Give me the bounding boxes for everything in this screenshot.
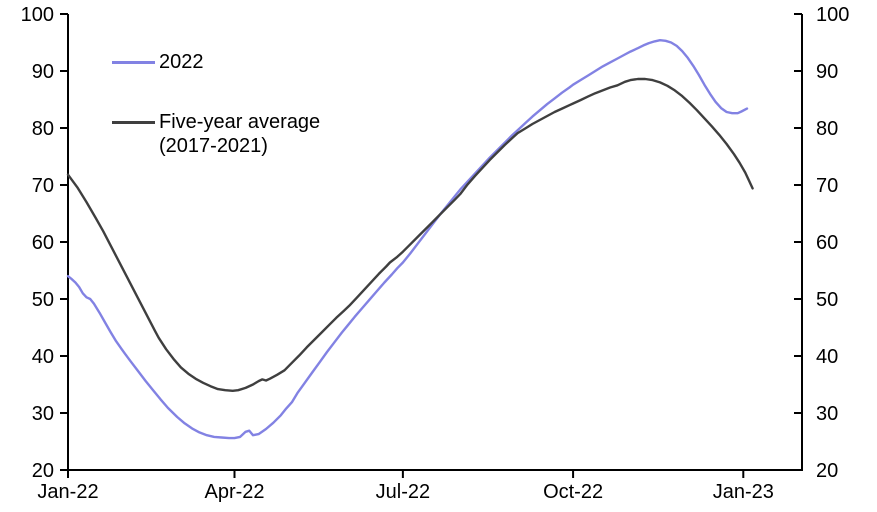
x-axis-label: Jul-22 [376,481,430,503]
x-axis-label: Apr-22 [204,481,264,503]
left-axis-label: 30 [32,403,54,425]
right-axis-label: 50 [816,289,838,311]
legend-line-2022 [112,61,155,64]
legend-label-five-year-average: Five-year average (2017-2021) [159,110,320,158]
right-axis-label: 100 [816,4,849,26]
left-axis-label: 100 [21,4,54,26]
right-axis-label: 40 [816,346,838,368]
right-axis-label: 80 [816,118,838,140]
legend-label-2022: 2022 [159,51,204,73]
legend-line-five-year-average [112,121,155,124]
right-axis-label: 90 [816,61,838,83]
right-axis-label: 20 [816,460,838,482]
left-axis-label: 60 [32,232,54,254]
legend-entry-five-year-average: Five-year average (2017-2021) [112,110,320,158]
left-axis-label: 50 [32,289,54,311]
x-axis-label: Jan-23 [713,481,774,503]
left-axis-label: 80 [32,118,54,140]
left-axis-label: 40 [32,346,54,368]
legend-label-line1: Five-year average [159,111,321,133]
right-axis-label: 60 [816,232,838,254]
x-axis-label: Jan-22 [37,481,98,503]
x-axis-label: Oct-22 [543,481,603,503]
right-axis-label: 30 [816,403,838,425]
left-axis-label: 70 [32,175,54,197]
legend-label-line2: (2017-2021) [159,135,268,157]
series-line-2022 [66,39,749,440]
right-axis-label: 70 [816,175,838,197]
series-line-five-year-average-2017-2021 [66,77,754,392]
left-axis-label: 20 [32,460,54,482]
legend-entry-2022: 2022 [112,50,204,74]
left-axis-label: 90 [32,61,54,83]
